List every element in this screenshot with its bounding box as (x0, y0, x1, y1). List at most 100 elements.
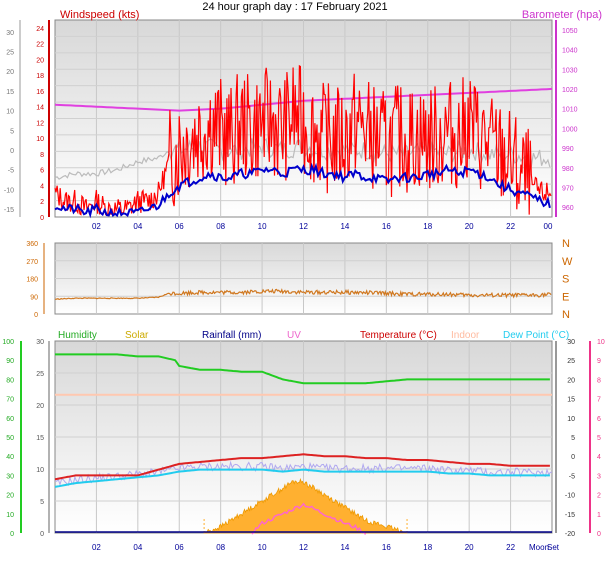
temperature-tick-label: -15 (565, 512, 575, 519)
hour-tick-label: 22 (506, 222, 515, 231)
barometer-tick-label: 1000 (562, 126, 578, 133)
direction-tick-label: 270 (26, 259, 38, 266)
humidity-tick-label: 30 (6, 473, 14, 480)
wind-tick-label: 12 (36, 120, 44, 127)
hour-tick-label: 04 (133, 543, 142, 552)
uv-line (251, 502, 367, 535)
uv-tick-label: 7 (597, 397, 601, 404)
wind-tick-label: 14 (36, 105, 44, 112)
humidity-tick-label: 10 (6, 512, 14, 519)
solar-rain-tick-label: 20 (36, 403, 44, 410)
barometer-title: Barometer (hpa) (522, 9, 602, 21)
far-left-tick-label: -10 (4, 187, 14, 194)
solar-rain-tick-label: 25 (36, 371, 44, 378)
far-left-tick-label: 20 (6, 69, 14, 76)
wind-tick-label: 24 (36, 26, 44, 33)
barometer-tick-label: 1010 (562, 107, 578, 114)
wind-tick-label: 4 (40, 183, 44, 190)
humidity-tick-label: 40 (6, 454, 14, 461)
solar-rain-tick-label: 30 (36, 339, 44, 346)
legend-label: Humidity (58, 330, 97, 341)
wind-tick-label: 18 (36, 73, 44, 80)
compass-tick-label: N (562, 238, 570, 250)
far-left-tick-label: 0 (10, 148, 14, 155)
barometer-tick-label: 970 (562, 185, 574, 192)
far-left-tick-label: 30 (6, 30, 14, 37)
moon-set-label: Set (547, 543, 560, 552)
compass-tick-label: W (562, 256, 573, 268)
dew-point-line (54, 468, 550, 488)
barometer-tick-label: 980 (562, 166, 574, 173)
hour-tick-label: 02 (92, 543, 101, 552)
temperature-tick-label: 5 (571, 435, 575, 442)
uv-tick-label: 3 (597, 473, 601, 480)
hour-tick-label: 12 (299, 222, 308, 231)
uv-tick-label: 8 (597, 377, 601, 384)
temperature-tick-label: 25 (567, 358, 575, 365)
barometer-tick-label: 1050 (562, 28, 578, 35)
solar-rain-tick-label: 0 (40, 531, 44, 538)
uv-tick-label: 5 (597, 435, 601, 442)
solar-rain-tick-label: 5 (40, 499, 44, 506)
windspeed-line (54, 64, 552, 216)
humidity-line (55, 353, 550, 385)
temperature-tick-label: 0 (571, 454, 575, 461)
far-left-tick-label: -15 (4, 207, 14, 214)
average-wind-line (54, 162, 551, 219)
barometer-tick-label: 1040 (562, 48, 578, 55)
wind-tick-label: 8 (40, 152, 44, 159)
barometer-tick-label: 990 (562, 146, 574, 153)
hour-tick-label: 22 (506, 543, 515, 552)
compass-tick-label: E (562, 291, 569, 303)
solar-rain-tick-label: 15 (36, 435, 44, 442)
humidity-tick-label: 20 (6, 493, 14, 500)
hour-tick-label: 16 (382, 543, 391, 552)
wind-tick-label: 20 (36, 57, 44, 64)
humidity-tick-label: 0 (10, 531, 14, 538)
direction-tick-label: 0 (34, 312, 38, 319)
moon-label: Moon (529, 543, 549, 552)
wind-tick-label: 16 (36, 89, 44, 96)
uv-tick-label: 0 (597, 531, 601, 538)
temperature-tick-label: -5 (569, 473, 575, 480)
solar-rain-tick-label: 10 (36, 467, 44, 474)
temperature-tick-label: 30 (567, 339, 575, 346)
barometer-tick-label: 1030 (562, 67, 578, 74)
uv-tick-label: 2 (597, 493, 601, 500)
temperature-line (54, 453, 550, 481)
temperature-tick-label: -20 (565, 531, 575, 538)
windspeed-title: Windspeed (kts) (60, 9, 139, 21)
direction-tick-label: 360 (26, 241, 38, 248)
hour-tick-label: 10 (258, 222, 267, 231)
uv-tick-label: 1 (597, 512, 601, 519)
hour-tick-label: 06 (175, 543, 184, 552)
wind-tick-label: 22 (36, 42, 44, 49)
hour-tick-label: 04 (133, 222, 142, 231)
hour-tick-label: 18 (423, 543, 432, 552)
temperature-tick-label: 10 (567, 416, 575, 423)
uv-tick-label: 9 (597, 358, 601, 365)
humidity-tick-label: 70 (6, 397, 14, 404)
wind-tick-label: 10 (36, 136, 44, 143)
hour-tick-label: 10 (258, 543, 267, 552)
far-left-tick-label: 25 (6, 50, 14, 57)
humidity-tick-label: 80 (6, 377, 14, 384)
hour-tick-label: 00 (544, 222, 553, 231)
hour-tick-label: 20 (465, 222, 474, 231)
far-left-tick-label: -5 (8, 168, 14, 175)
legend-label: Solar (125, 330, 149, 341)
hour-tick-label: 20 (465, 543, 474, 552)
far-left-tick-label: 10 (6, 109, 14, 116)
humidity-tick-label: 90 (6, 358, 14, 365)
far-left-tick-label: 5 (10, 128, 14, 135)
graph-title: 24 hour graph day : 17 February 2021 (202, 1, 387, 13)
legend-label: Temperature (°C) (360, 330, 437, 341)
hour-tick-label: 14 (340, 543, 349, 552)
legend-label: Indoor (451, 330, 480, 341)
temperature-tick-label: 15 (567, 397, 575, 404)
hour-tick-label: 14 (340, 222, 349, 231)
legend-label: UV (287, 330, 301, 341)
legend-label: Dew Point (°C) (503, 330, 569, 341)
far-left-tick-label: 15 (6, 89, 14, 96)
